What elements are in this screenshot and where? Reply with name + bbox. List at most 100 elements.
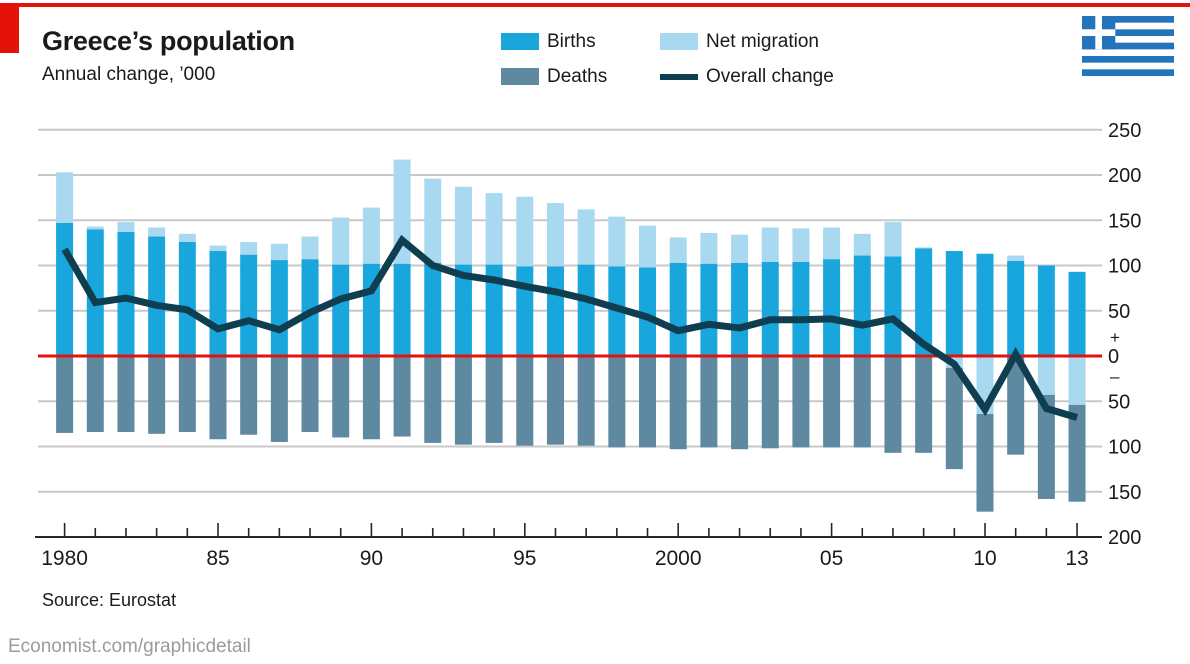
bar-deaths-2001	[700, 356, 718, 448]
bar-deaths-2009	[945, 367, 963, 470]
bar-births-2004	[792, 261, 810, 356]
bar-births-1983	[148, 236, 166, 356]
x-axis-label: 10	[973, 547, 996, 570]
x-axis-label: 90	[360, 547, 383, 570]
bar-net-migration-1989	[332, 217, 350, 265]
births-swatch-icon	[501, 33, 539, 50]
bar-births-1992	[424, 262, 442, 356]
x-axis-label: 13	[1065, 547, 1088, 570]
bar-net-migration-1992	[424, 178, 442, 263]
bar-net-migration-2013	[1068, 356, 1086, 405]
bar-births-2000	[669, 262, 687, 356]
bar-deaths-1985	[209, 356, 227, 440]
bar-deaths-1981	[86, 356, 104, 433]
net-migration-swatch-icon	[660, 33, 698, 50]
bar-net-migration-1983	[148, 227, 166, 237]
bar-births-2001	[700, 263, 718, 356]
bar-net-migration-1996	[546, 203, 564, 267]
bar-births-2003	[761, 261, 779, 356]
bar-births-1995	[516, 266, 534, 356]
bar-deaths-1995	[516, 356, 534, 446]
bar-births-2011	[1007, 260, 1025, 356]
bar-net-migration-2011	[1007, 255, 1025, 261]
legend-label: Overall change	[706, 66, 834, 87]
bar-births-2008	[915, 248, 933, 356]
bar-births-1991	[393, 263, 411, 356]
bar-deaths-1996	[546, 356, 564, 445]
bar-births-2006	[853, 255, 871, 356]
bar-deaths-1998	[608, 356, 626, 448]
economist-red-tab	[0, 3, 19, 53]
bar-net-migration-1999	[639, 225, 657, 268]
bar-births-1993	[454, 264, 472, 356]
bar-births-1980	[56, 222, 74, 356]
bar-deaths-2013	[1068, 404, 1086, 502]
y-axis-label: 150	[1108, 482, 1141, 504]
bar-net-migration-2006	[853, 233, 871, 256]
x-axis-label: 1980	[41, 547, 88, 570]
bar-net-migration-2004	[792, 228, 810, 262]
bar-births-1982	[117, 232, 135, 356]
bar-births-1994	[485, 264, 503, 356]
bar-births-1981	[86, 229, 104, 356]
bar-net-migration-1990	[362, 207, 380, 264]
bar-deaths-1997	[577, 356, 595, 446]
bar-net-migration-1993	[454, 186, 472, 265]
bar-deaths-1983	[148, 356, 166, 434]
bar-deaths-2007	[884, 356, 902, 453]
bar-net-migration-1981	[86, 226, 104, 230]
bar-deaths-1989	[332, 356, 350, 438]
bar-deaths-1990	[362, 356, 380, 440]
overall-change-line	[61, 234, 1079, 421]
bar-deaths-1984	[178, 356, 196, 433]
bar-deaths-2008	[915, 356, 933, 453]
bar-net-migration-2008	[915, 247, 933, 249]
bar-net-migration-2002	[731, 234, 749, 263]
bar-deaths-1994	[485, 356, 503, 443]
y-axis-label: 50	[1108, 301, 1130, 323]
legend-label: Deaths	[547, 66, 608, 87]
bar-births-2009	[945, 251, 963, 356]
y-axis-label: 50	[1108, 391, 1130, 413]
bar-net-migration-2001	[700, 232, 718, 264]
bar-births-2013	[1068, 271, 1086, 356]
bar-births-1984	[178, 241, 196, 356]
bar-net-migration-1980	[56, 172, 74, 223]
y-axis-label: 250	[1108, 120, 1141, 142]
bar-births-1996	[546, 266, 564, 356]
y-axis-plus-sign: +	[1110, 328, 1120, 347]
bar-deaths-2003	[761, 356, 779, 449]
bar-net-migration-2012	[1037, 356, 1055, 395]
y-axis-label: 200	[1108, 165, 1141, 187]
bar-deaths-1999	[639, 356, 657, 448]
legend-label: Net migration	[706, 31, 819, 52]
bar-deaths-1986	[240, 356, 258, 435]
bar-net-migration-1982	[117, 222, 135, 233]
bar-births-1988	[301, 259, 319, 356]
greece-flag-icon	[1082, 16, 1174, 76]
bar-births-1997	[577, 264, 595, 356]
bar-deaths-1992	[424, 356, 442, 443]
bar-net-migration-2003	[761, 227, 779, 262]
bar-net-migration-2007	[884, 222, 902, 257]
bar-deaths-1980	[56, 356, 74, 433]
bar-net-migration-1998	[608, 216, 626, 267]
bar-births-1989	[332, 264, 350, 356]
bar-births-2012	[1037, 265, 1055, 356]
y-axis-label: 150	[1108, 210, 1141, 232]
bar-deaths-2005	[823, 356, 841, 448]
bar-deaths-1987	[270, 356, 288, 442]
bar-net-migration-2000	[669, 237, 687, 263]
bar-deaths-1991	[393, 356, 411, 437]
bar-births-1985	[209, 251, 227, 356]
bar-births-1986	[240, 254, 258, 356]
overall-change-swatch-icon	[660, 74, 698, 80]
bar-deaths-2002	[731, 356, 749, 450]
bar-births-1987	[270, 260, 288, 356]
bar-deaths-2004	[792, 356, 810, 448]
bar-net-migration-1984	[178, 233, 196, 242]
bar-births-2002	[731, 262, 749, 356]
y-axis-label: 100	[1108, 437, 1141, 459]
